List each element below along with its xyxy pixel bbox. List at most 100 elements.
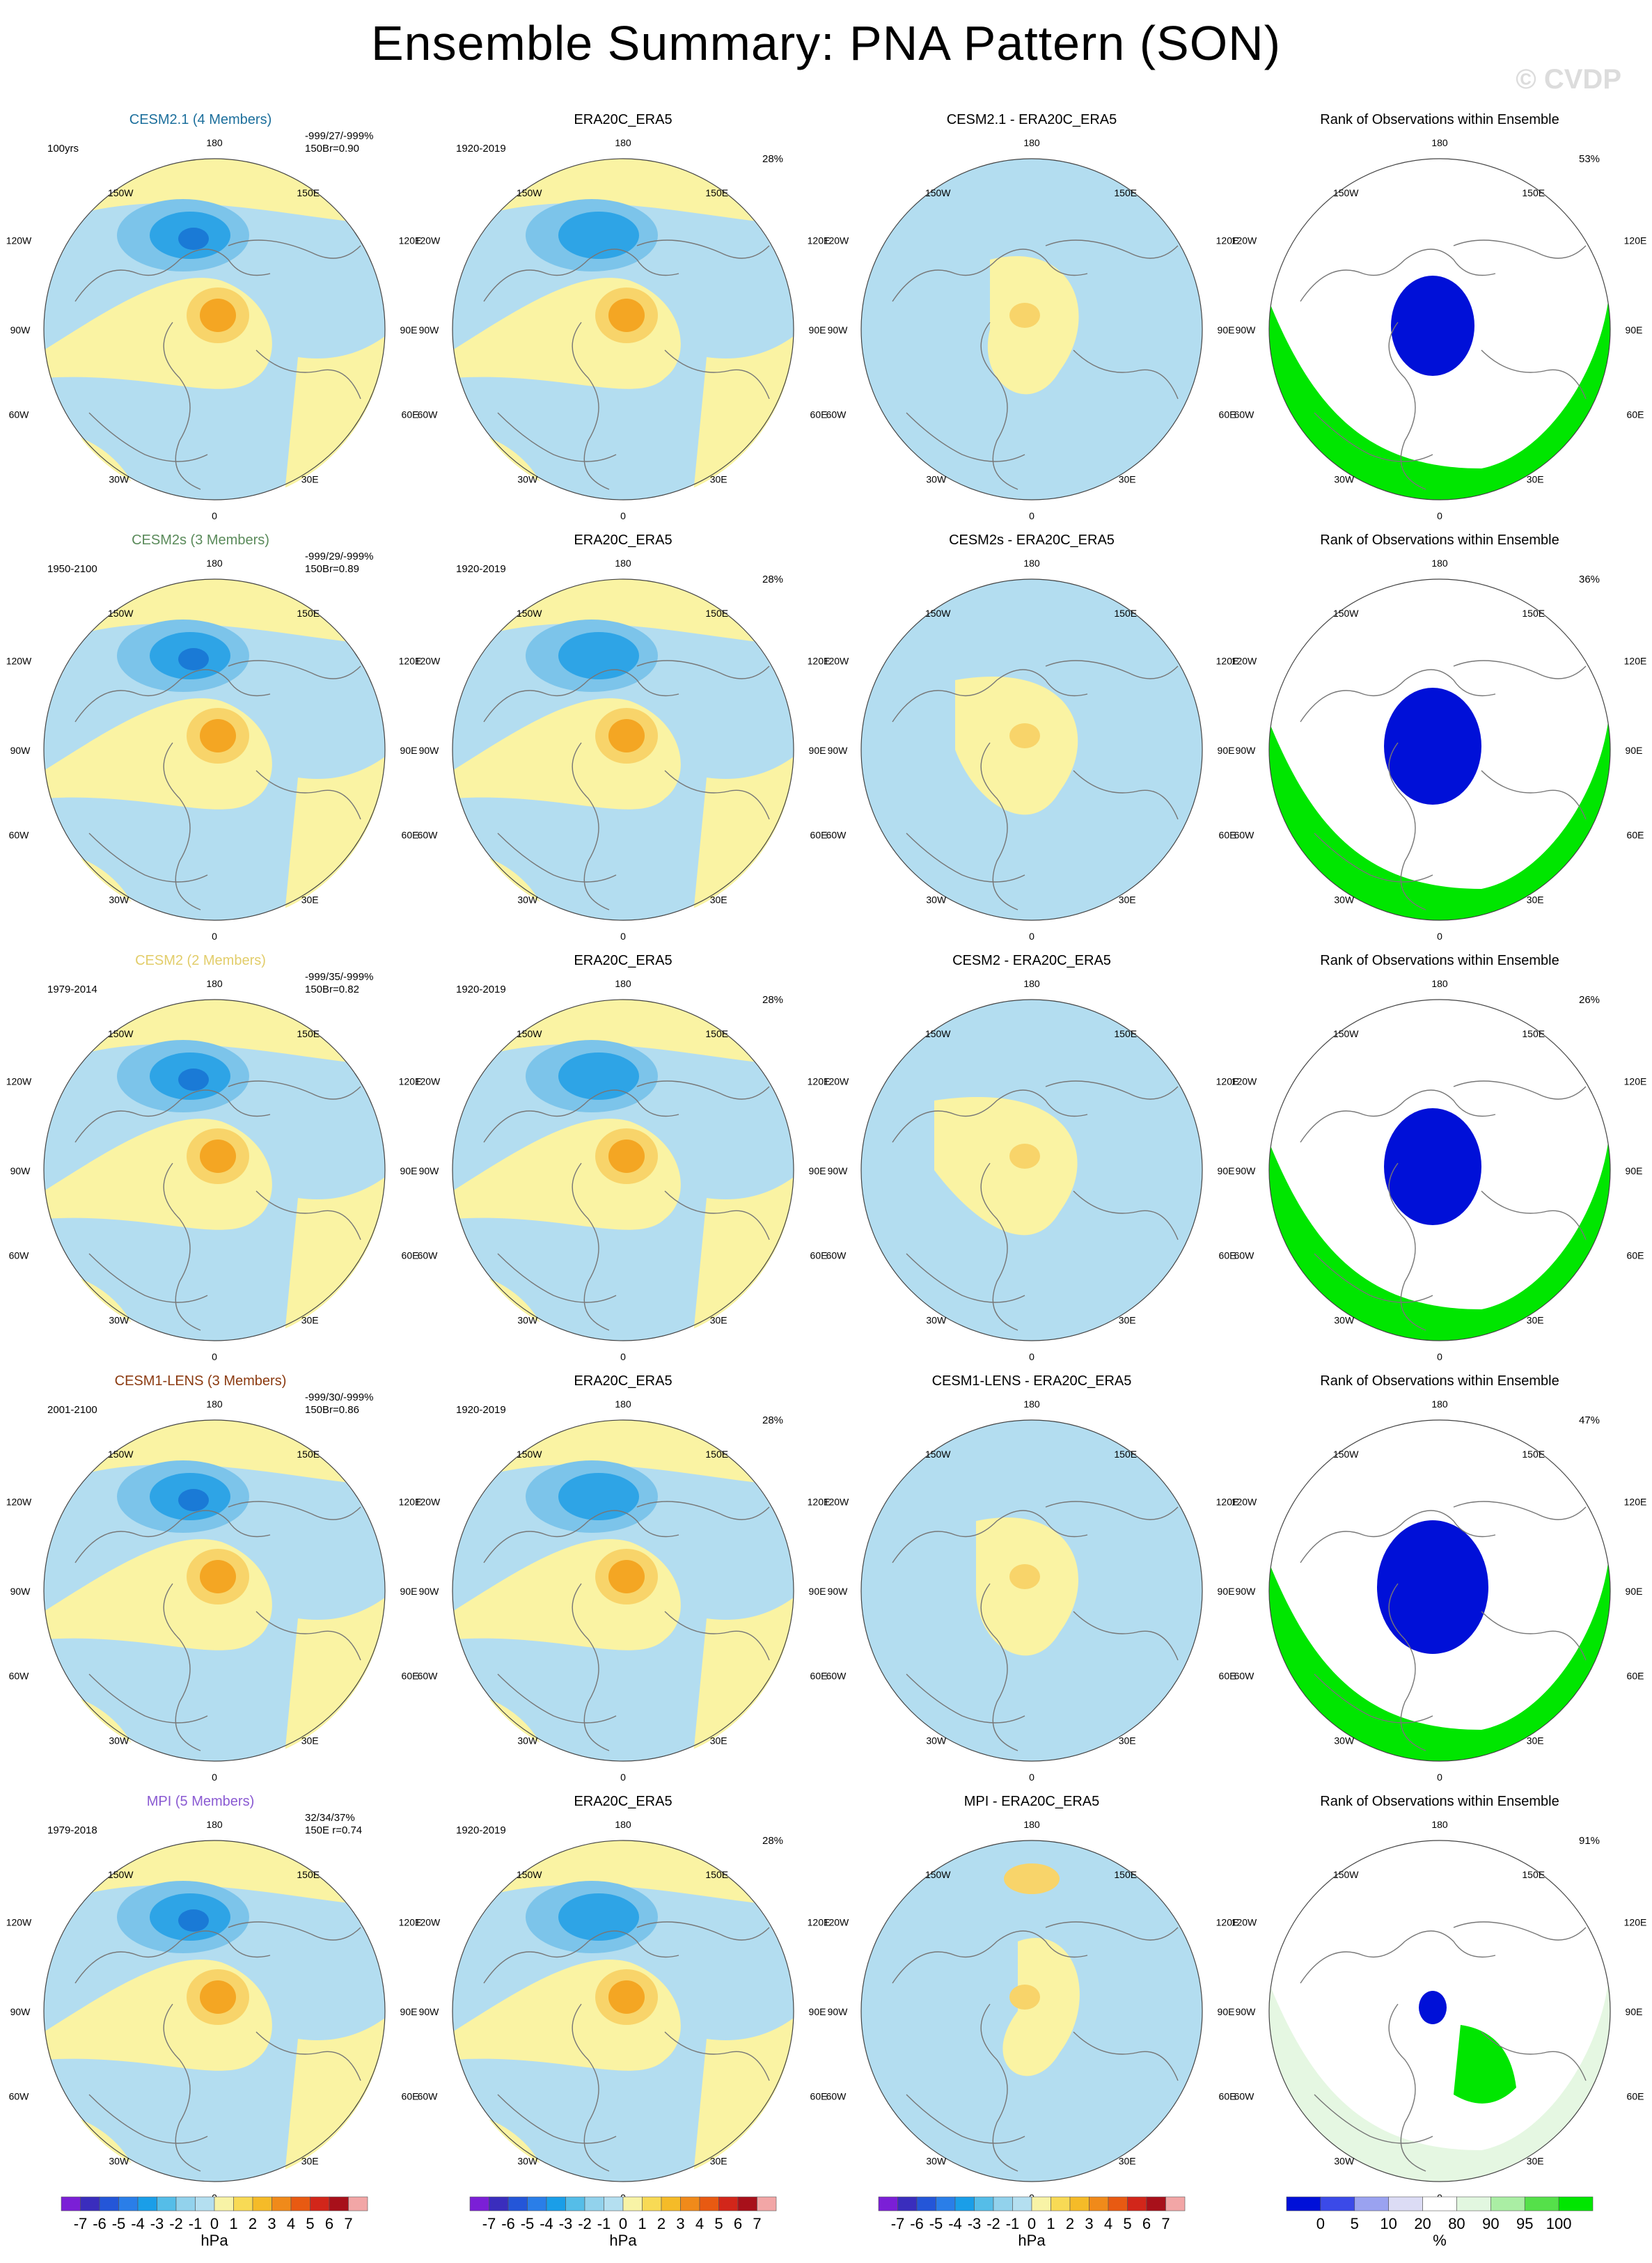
coastline: [255, 2031, 361, 2081]
panel-r5-c2: 1800150W150E120W120E90W90E60W60E30W30EER…: [415, 1794, 831, 2203]
longitude-label: 150E: [1522, 1869, 1545, 1880]
longitude-label: 120E: [1624, 1497, 1647, 1508]
longitude-label: 60W: [826, 2090, 847, 2102]
colorbar-swatch: [310, 2196, 330, 2211]
coastline: [1388, 1162, 1426, 1331]
longitude-label: 60W: [418, 1670, 439, 1681]
coastline: [497, 833, 617, 883]
longitude-label: 150E: [1114, 1449, 1137, 1460]
longitude-label: 90W: [828, 1165, 849, 1176]
coastline: [664, 1611, 770, 1661]
map-border: [452, 578, 794, 921]
rank-high-area: [1269, 274, 1610, 500]
panel-r2-c3: 180 0 150W 150E 120W 120E 90W 90E 60W 60E 30W 30E CE…: [824, 533, 1239, 942]
coastline: [1388, 2003, 1426, 2172]
longitude-label: 60W: [1234, 1249, 1255, 1261]
map-border: [452, 999, 794, 1341]
colorbar-swatch: [157, 2196, 177, 2211]
panel-r5-c1: 1800150W150E120W120E90W90E60W60E30W30E19…: [6, 1794, 422, 2203]
longitude-label: 60E: [1219, 409, 1236, 420]
longitude-label: 0: [1029, 1351, 1035, 1362]
longitude-label: 150W: [1333, 608, 1359, 619]
colorbar-swatch: [272, 2196, 292, 2211]
longitude-label: 90W: [828, 1586, 849, 1597]
period-label: 1920-2019: [456, 984, 506, 995]
colorbar-tick-label: 100: [1546, 2215, 1572, 2232]
map-border: [860, 1840, 1203, 2182]
map-border: [1268, 1840, 1611, 2182]
longitude-label: 30E: [1119, 2156, 1136, 2167]
longitude-label: 120E: [399, 656, 422, 667]
longitude-label: 90W: [419, 2006, 440, 2017]
colorbar-tick-label: -6: [93, 2215, 107, 2232]
longitude-label: 0: [212, 1772, 217, 1783]
rank-pct-label: 47%: [1579, 1414, 1600, 1426]
rank-title: Rank of Observations within Ensemble: [1320, 1373, 1559, 1389]
colorbar-tick-label: -5: [112, 2215, 126, 2232]
diff-title: CESM2.1 - ERA20C_ERA5: [947, 112, 1117, 127]
model-title: CESM2s (3 Members): [132, 533, 269, 548]
longitude-label: 180: [615, 1819, 631, 1830]
colorbar-swatch: [80, 2196, 100, 2211]
longitude-label: 90E: [1626, 1586, 1643, 1597]
coastline: [636, 1080, 770, 1100]
positive-anomaly-area: [693, 1177, 794, 1341]
coastline: [892, 1930, 1088, 1984]
colorbar-swatch: [290, 2196, 310, 2211]
longitude-label: 90E: [400, 2006, 418, 2017]
colorbar-tick-label: -6: [501, 2215, 515, 2232]
map-disc: [1269, 579, 1610, 920]
longitude-label: 0: [1437, 1351, 1442, 1362]
coastline: [892, 669, 1088, 723]
colorbar-swatch: [661, 2196, 681, 2211]
colorbar-tick-label: 3: [676, 2215, 684, 2232]
panel-r5-c4: 1800150W150E120W120E90W90E60W60E30W30ERa…: [1232, 1794, 1647, 2203]
pct-label: 28%: [762, 994, 783, 1006]
coastline: [497, 1253, 617, 1303]
longitude-label: 120E: [808, 656, 831, 667]
longitude-label: 60W: [418, 2090, 439, 2102]
colorbar-tick-label: 6: [734, 2215, 742, 2232]
longitude-label: 150E: [1114, 187, 1137, 198]
longitude-label: 120W: [824, 656, 849, 667]
coastline: [497, 1673, 617, 1724]
coastline: [1300, 669, 1496, 723]
longitude-label: 90E: [400, 745, 418, 756]
coastline: [483, 669, 679, 723]
longitude-label: 150W: [1333, 1028, 1359, 1039]
colorbar-tick-label: -4: [540, 2215, 553, 2232]
longitude-label: 150E: [705, 1028, 728, 1039]
colorbar-tick-label: 6: [325, 2215, 333, 2232]
colorbar-unit: hPa: [609, 2232, 637, 2249]
longitude-label: 120E: [1216, 235, 1239, 246]
coastline: [1300, 1089, 1496, 1143]
positive-anomaly-area: [934, 1096, 1078, 1236]
longitude-label: 60W: [826, 1249, 847, 1261]
longitude-label: 60W: [9, 829, 30, 840]
low-pressure-contour: [558, 632, 639, 679]
coastline: [1481, 1190, 1587, 1240]
coastline: [1481, 770, 1587, 820]
positive-anomaly-core: [1009, 303, 1040, 328]
colorbar-swatch: [1456, 2196, 1491, 2211]
period-label: 1920-2019: [456, 143, 506, 155]
positive-anomaly-area: [693, 757, 794, 920]
coastline: [572, 1162, 610, 1331]
longitude-label: 30W: [1334, 894, 1355, 906]
coastline: [483, 1930, 679, 1984]
longitude-label: 150W: [925, 1449, 951, 1460]
longitude-label: 90E: [400, 324, 418, 336]
panel-r3-c2: 180 0 150W 150E 120W 120E 90W 90E 60W 60E 30W 30E ER…: [415, 953, 831, 1362]
longitude-label: 120W: [824, 235, 849, 246]
coastline: [228, 1080, 361, 1100]
longitude-label: 0: [1437, 510, 1442, 521]
colorbar-swatch: [936, 2196, 956, 2211]
longitude-label: 120W: [824, 1917, 849, 1928]
coastline: [1453, 239, 1587, 259]
colorbar-swatch: [1524, 2196, 1559, 2211]
coastline: [163, 1162, 201, 1331]
colorbar-swatch: [1490, 2196, 1525, 2211]
high-pressure-core: [608, 1560, 645, 1593]
coastline: [980, 322, 1018, 490]
longitude-label: 60W: [418, 409, 439, 420]
